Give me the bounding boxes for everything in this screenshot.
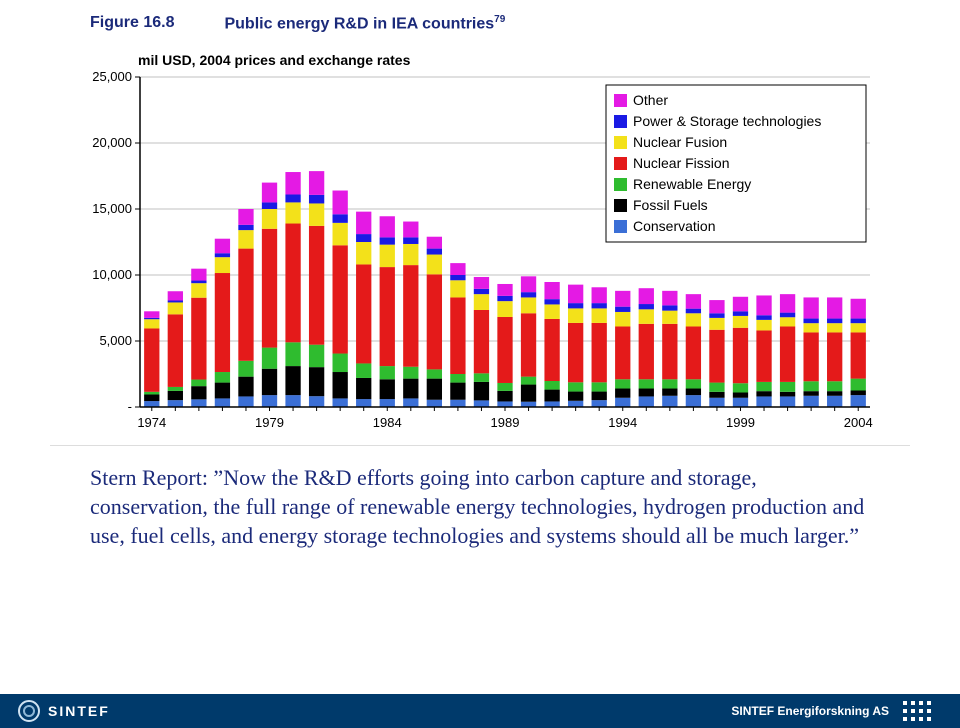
chart-container: mil USD, 2004 prices and exchange rates -…	[50, 37, 910, 446]
rd-stacked-bar-chart: mil USD, 2004 prices and exchange rates -…	[80, 47, 880, 437]
sintef-wordmark: SINTEF	[48, 703, 110, 719]
figure-header: Figure 16.8 Public energy R&D in IEA cou…	[50, 10, 910, 37]
svg-text:1974: 1974	[137, 415, 166, 430]
svg-text:Conservation: Conservation	[633, 218, 716, 234]
svg-text:1999: 1999	[726, 415, 755, 430]
svg-text:Power & Storage technologies: Power & Storage technologies	[633, 113, 821, 129]
svg-text:Nuclear Fusion: Nuclear Fusion	[633, 134, 727, 150]
svg-text:1989: 1989	[491, 415, 520, 430]
svg-text:1979: 1979	[255, 415, 284, 430]
figure-title: Public energy R&D in IEA countries79	[224, 14, 505, 33]
svg-text:5,000: 5,000	[99, 333, 132, 348]
footer-org-name: SINTEF Energiforskning AS	[731, 704, 889, 718]
decorative-dots-icon	[903, 701, 932, 722]
sintef-logo-icon	[18, 700, 40, 722]
svg-text:1984: 1984	[373, 415, 402, 430]
svg-text:Other: Other	[633, 92, 668, 108]
svg-text:25,000: 25,000	[92, 69, 132, 84]
svg-text:mil USD, 2004 prices and excha: mil USD, 2004 prices and exchange rates	[138, 52, 411, 68]
svg-text:1994: 1994	[608, 415, 637, 430]
svg-text:20,000: 20,000	[92, 135, 132, 150]
svg-text:Fossil Fuels: Fossil Fuels	[633, 197, 708, 213]
svg-text:Renewable Energy: Renewable Energy	[633, 176, 751, 192]
slide-footer: SINTEF SINTEF Energiforskning AS	[0, 694, 960, 728]
svg-text:-: -	[128, 399, 132, 414]
stern-report-quote: Stern Report: ”Now the R&D efforts going…	[50, 446, 910, 550]
svg-text:Nuclear Fission: Nuclear Fission	[633, 155, 729, 171]
svg-text:15,000: 15,000	[92, 201, 132, 216]
figure-number: Figure 16.8	[90, 14, 174, 33]
svg-text:2004: 2004	[844, 415, 873, 430]
svg-text:10,000: 10,000	[92, 267, 132, 282]
